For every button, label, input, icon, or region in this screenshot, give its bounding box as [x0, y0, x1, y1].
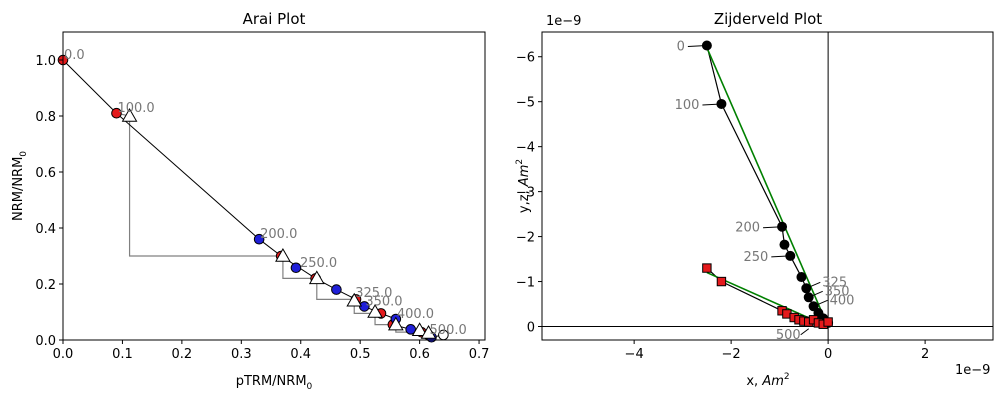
zijderveld-step-label: 0 [677, 39, 685, 54]
arai-y-ticks: 0.0 0.2 0.4 0.6 0.8 1.0 [35, 54, 63, 349]
zijderveld-x-z-point [823, 317, 833, 327]
zijderveld-x-tick-label: −2 [722, 347, 741, 362]
zijderveld-y-tick-label: 0 [527, 321, 535, 336]
zijderveld-y-tick-label: −4 [516, 141, 535, 156]
arai-zi-point [111, 107, 122, 119]
arai-ptrm-check-marker [367, 303, 383, 318]
arai-iz-point [253, 233, 265, 245]
arai-ptrm-check-marker [411, 322, 428, 336]
arai-x-tick-label: 0.4 [290, 347, 311, 362]
arai-iz-point [290, 262, 302, 274]
arai-step-label: 350.0 [365, 294, 402, 309]
zijderveld-step-label: 350 [825, 284, 850, 299]
arai-y-tick-label: 0.8 [35, 110, 56, 125]
arai-ptrm-check-marker [420, 324, 437, 339]
zijderveld-y-tick-label: −2 [516, 231, 535, 246]
arai-x-tick-label: 0.0 [53, 347, 74, 362]
arai-step-label: 200.0 [260, 227, 297, 242]
arai-ptrm-check-marker [387, 316, 404, 331]
zijderveld-y-axis-label: y,z, Am2 [515, 159, 532, 213]
arai-axes-frame [62, 31, 486, 341]
arai-y-tick-label: 0.2 [35, 278, 56, 293]
zijderveld-step-label: 100 [675, 98, 700, 113]
zijderveld-x-z-point [716, 276, 727, 287]
zijderveld-x-tick-label: 0 [824, 347, 832, 362]
arai-y-tick-label: 1.0 [35, 54, 56, 69]
arai-ptrm-check-marker [121, 107, 138, 122]
arai-x-tick-label: 0.7 [469, 347, 490, 362]
zijderveld-x-y-point [779, 239, 790, 250]
zijderveld-x-tick-label: −4 [625, 347, 644, 362]
zijderveld-y-tick-label: −3 [516, 186, 535, 201]
arai-x-ticks: 0.0 0.1 0.2 0.3 0.4 0.5 0.6 0.7 [53, 340, 490, 362]
zijderveld-x-ticks: −4 −2 0 2 [625, 340, 929, 362]
arai-x-axis-label: pTRM/NRM0 [236, 374, 313, 392]
zijderveld-y-ticks: −6 −5 −4 −3 −2 −1 0 [516, 51, 542, 336]
arai-x-tick-label: 0.6 [409, 347, 430, 362]
arai-title: Arai Plot [243, 10, 306, 28]
zijderveld-step-label: 250 [743, 250, 768, 265]
zijderveld-step-label: 325 [822, 275, 847, 290]
zijderveld-x-axis-label: x, Am2 [746, 372, 789, 389]
arai-step-label: 500.0 [430, 323, 467, 338]
zijderveld-y-tick-label: −5 [516, 96, 535, 111]
zijderveld-step-label-leader [813, 299, 828, 307]
zijderveld-step-label: 500 [776, 328, 801, 343]
zijderveld-step-label-leader [800, 328, 810, 336]
zijderveld-y-scale-factor: 1e−9 [546, 14, 581, 29]
zijderveld-step-label-leader [763, 226, 783, 229]
zijderveld-fit-line [706, 47, 829, 327]
arai-ptrm-check-marker [275, 247, 291, 262]
zijderveld-step-label-leader [806, 281, 821, 289]
arai-step-label: 325.0 [355, 286, 392, 301]
arai-y-tick-label: 0.6 [35, 166, 56, 181]
arai-y-axis-label: NRM/NRM0 [11, 151, 29, 221]
arai-x-tick-label: 0.3 [231, 347, 252, 362]
arai-y-tick-label: 0.0 [35, 334, 56, 349]
zijderveld-step-label-leader [687, 44, 707, 47]
zijderveld-step-label-leader [771, 255, 791, 258]
zijderveld-step-label: 400 [830, 293, 855, 308]
zijderveld-y-tick-label: −6 [516, 51, 535, 66]
zijderveld-y-tick-label: −1 [516, 276, 535, 291]
arai-ptrm-check-box [116, 112, 282, 257]
arai-step-label: 400.0 [397, 307, 434, 322]
zijderveld-x-tick-label: 2 [921, 347, 929, 362]
arai-step-label: 250.0 [300, 256, 337, 271]
arai-x-tick-label: 0.5 [350, 347, 371, 362]
zijderveld-step-label-leader [808, 290, 823, 298]
zijderveld-x-scale-factor: 1e−9 [955, 363, 990, 378]
arai-iz-point [331, 284, 342, 295]
arai-step-label: 100.0 [117, 101, 154, 116]
arai-x-tick-label: 0.1 [112, 347, 133, 362]
arai-step-label: 0.0 [64, 48, 85, 63]
arai-ptrm-check-marker [308, 270, 325, 285]
zijderveld-step-label: 200 [735, 221, 760, 236]
arai-ptrm-check-marker [346, 292, 363, 307]
zijderveld-axes-frame [541, 31, 994, 341]
arai-x-tick-label: 0.2 [172, 347, 193, 362]
arai-iz-point [405, 324, 417, 335]
zijderveld-title: Zijderveld Plot [714, 10, 822, 28]
zijderveld-x-y-point [796, 272, 807, 283]
zijderveld-step-label-leader [702, 103, 722, 106]
zijderveld-x-z-point [702, 263, 712, 273]
arai-y-tick-label: 0.4 [35, 222, 56, 237]
